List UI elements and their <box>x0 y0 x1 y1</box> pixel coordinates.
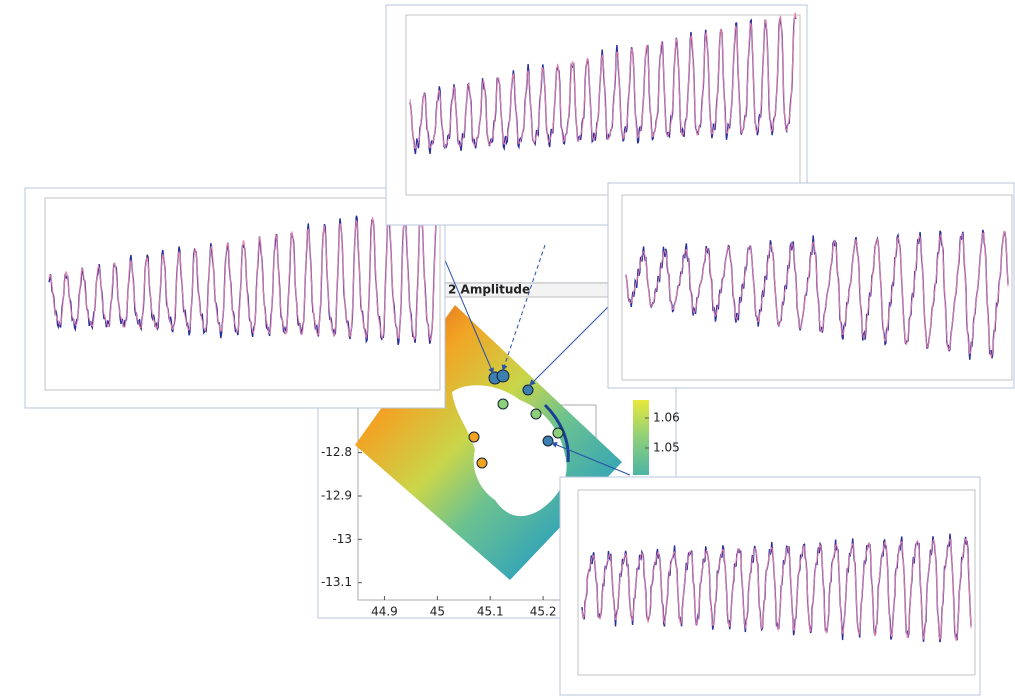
station <box>542 435 554 447</box>
timeseries-panel <box>607 182 1015 389</box>
station <box>496 369 510 383</box>
station-group <box>468 369 564 469</box>
y-tick-label: -12.9 <box>321 489 352 503</box>
x-tick-label: 45 <box>430 605 445 619</box>
arrow <box>551 442 631 476</box>
y-tick-label: -13.1 <box>321 575 352 589</box>
y-tick-label: -13 <box>332 532 352 546</box>
arrow <box>501 244 546 371</box>
timeseries-panel <box>24 187 446 409</box>
x-tick-label: 45.1 <box>477 605 504 619</box>
panel-plot <box>577 489 976 676</box>
station <box>497 398 509 410</box>
station <box>530 408 542 420</box>
panel-plot <box>405 14 801 196</box>
arrow <box>529 304 611 386</box>
colorbar-tick-label: 1.06 <box>653 411 680 425</box>
model-line <box>625 230 1009 359</box>
model-line <box>409 12 797 150</box>
colorbar <box>633 400 649 475</box>
x-tick-label: 45.2 <box>530 605 557 619</box>
model-line <box>48 207 437 342</box>
station <box>476 457 488 469</box>
station <box>552 427 564 439</box>
station <box>468 431 480 443</box>
station <box>522 384 534 396</box>
model-line <box>581 537 972 641</box>
x-tick-label: 44.9 <box>371 605 398 619</box>
y-tick-label: -12.8 <box>321 445 352 459</box>
colorbar-tick-label: 1.05 <box>653 441 680 455</box>
panel-plot <box>44 197 441 391</box>
map-title: 2 Amplitude <box>448 283 530 297</box>
timeseries-panel <box>559 476 981 696</box>
